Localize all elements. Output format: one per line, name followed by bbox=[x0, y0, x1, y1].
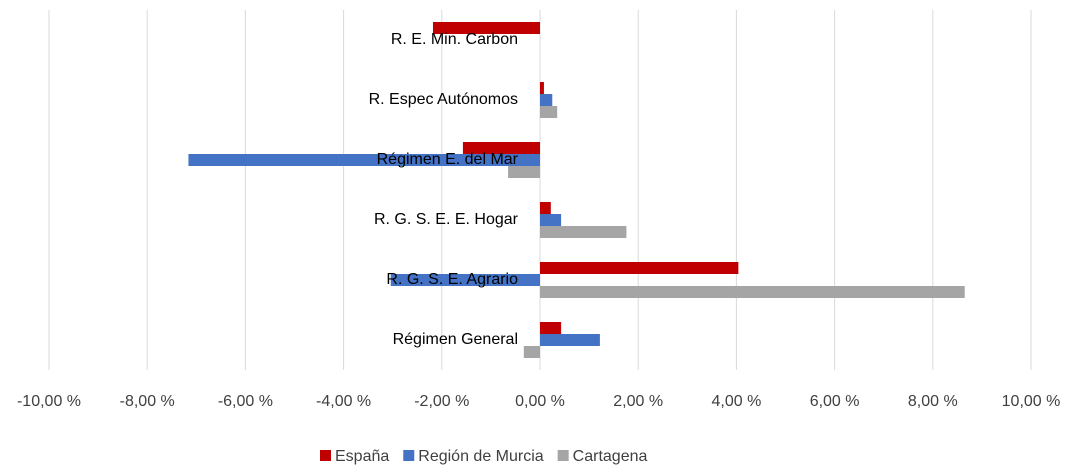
legend-label: Región de Murcia bbox=[418, 448, 544, 465]
x-tick-label: 4,00 % bbox=[711, 393, 761, 410]
x-tick-label: -4,00 % bbox=[316, 393, 371, 410]
x-tick-label: -2,00 % bbox=[414, 393, 469, 410]
x-tick-label: -6,00 % bbox=[218, 393, 273, 410]
y-tick-label: Régimen E. del Mar bbox=[377, 151, 519, 168]
y-tick-label: R. G. S. E. Agrario bbox=[386, 271, 518, 288]
x-tick-label: 2,00 % bbox=[613, 393, 663, 410]
x-tick-label: -10,00 % bbox=[17, 393, 81, 410]
bar bbox=[540, 82, 544, 94]
y-tick-label: R. E. Min. Carbon bbox=[391, 31, 518, 48]
bar bbox=[540, 286, 965, 298]
bar bbox=[540, 214, 562, 226]
bar bbox=[540, 226, 627, 238]
legend-label: Cartagena bbox=[573, 448, 648, 465]
legend-swatch bbox=[557, 450, 569, 461]
y-tick-label: R. Espec Autónomos bbox=[369, 91, 518, 108]
legend-swatch bbox=[403, 450, 415, 461]
x-tick-label: 0,00 % bbox=[515, 393, 565, 410]
y-tick-label: Régimen General bbox=[393, 331, 518, 348]
bar bbox=[523, 346, 540, 358]
bar bbox=[540, 322, 562, 334]
bar bbox=[540, 334, 600, 346]
bar bbox=[540, 106, 558, 118]
y-tick-label: R. G. S. E. E. Hogar bbox=[374, 211, 519, 228]
bar bbox=[188, 154, 540, 166]
bar bbox=[540, 94, 553, 106]
x-tick-label: 8,00 % bbox=[908, 393, 958, 410]
legend-swatch bbox=[320, 450, 331, 461]
bar bbox=[508, 166, 540, 178]
bar bbox=[540, 262, 739, 274]
x-tick-label: -8,00 % bbox=[120, 393, 175, 410]
bar bbox=[540, 202, 551, 214]
bar bbox=[390, 274, 540, 286]
bar bbox=[462, 142, 540, 154]
x-tick-label: 10,00 % bbox=[1002, 393, 1061, 410]
x-tick-label: 6,00 % bbox=[810, 393, 860, 410]
bar bbox=[432, 22, 540, 34]
legend-label: España bbox=[335, 448, 389, 465]
